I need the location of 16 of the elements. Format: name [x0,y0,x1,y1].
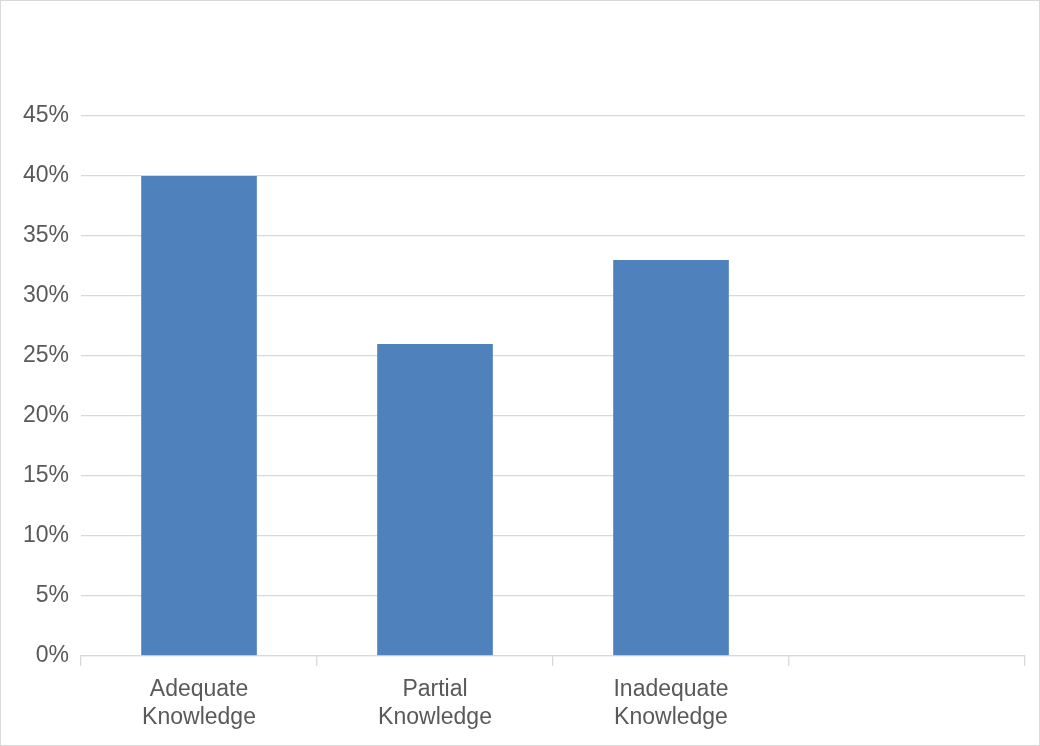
bar [377,343,493,656]
x-tick-label: Partial Knowledge [378,674,492,729]
y-tick-label: 15% [22,461,70,488]
x-tick-label: Adequate Knowledge [142,674,256,729]
y-tick-label: 0% [35,641,70,668]
y-tick-label: 25% [22,341,70,368]
bar [613,259,729,656]
bar [141,175,257,656]
x-tick-label: Inadequate Knowledge [613,674,729,729]
y-tick-label: 5% [35,581,70,608]
y-tick-label: 30% [22,281,70,308]
y-tick-label: 40% [22,161,70,188]
y-tick-label: 35% [22,221,70,248]
y-tick-label: 45% [22,101,70,128]
y-tick-label: 10% [22,521,70,548]
y-tick-label: 20% [22,401,70,428]
